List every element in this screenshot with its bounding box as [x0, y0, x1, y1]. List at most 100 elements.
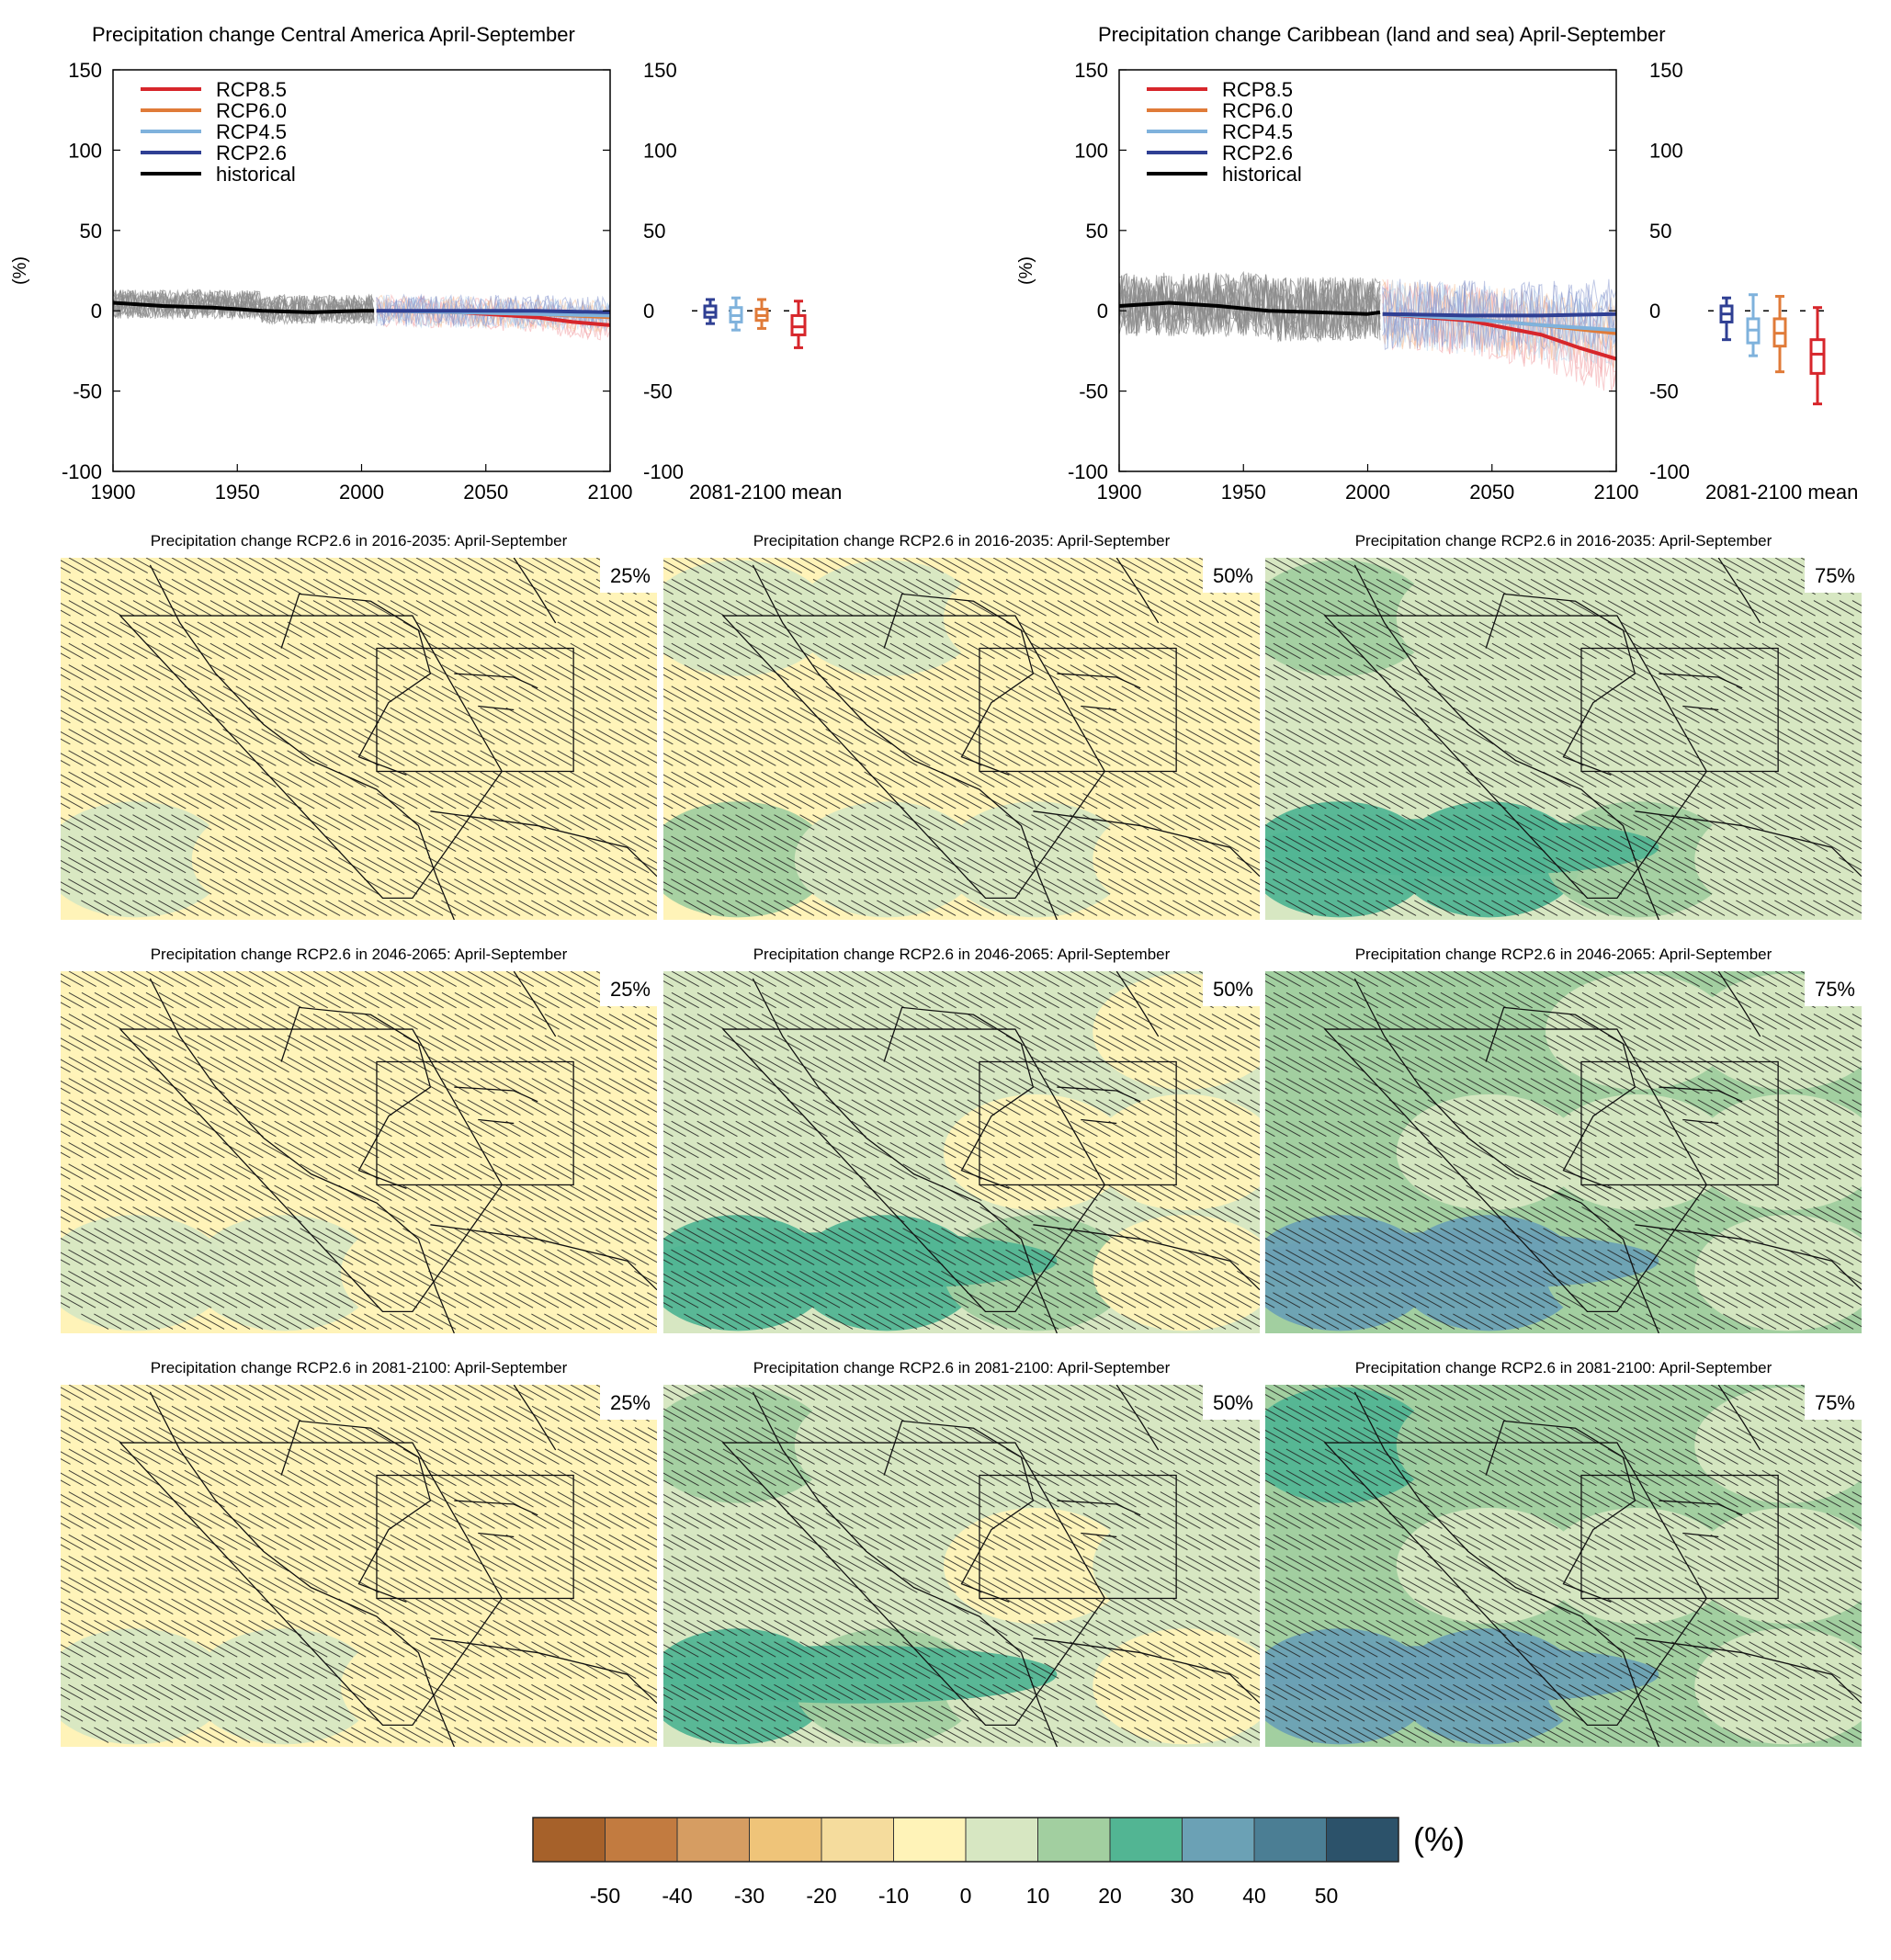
legend-label: RCP8.5 [216, 78, 287, 101]
x-tick-label: 1900 [91, 481, 136, 504]
map-panel: Precipitation change RCP2.6 in 2081-2100… [1265, 1359, 1862, 1747]
x-tick-label: 2000 [339, 481, 384, 504]
region-box-caribbean [376, 1474, 574, 1600]
significance-hatching [61, 1385, 657, 1747]
coastline [1353, 1385, 1862, 1747]
map-body [1265, 558, 1862, 920]
y-tick-label-right: -100 [1649, 460, 1690, 483]
legend-label: RCP2.6 [216, 142, 287, 164]
legend-label: RCP6.0 [1222, 99, 1293, 122]
timeseries-chart: Precipitation change Caribbean (land and… [1016, 23, 1858, 504]
boxplot-rcp26 [703, 298, 718, 325]
y-tick-label: 100 [1074, 139, 1108, 162]
map-body [1265, 971, 1862, 1333]
significance-hatching [663, 1385, 1260, 1747]
map-field-region [1546, 560, 1731, 676]
map-field-region [1265, 1093, 1432, 1211]
colorbar-swatch [821, 1817, 894, 1863]
series-line-historical [112, 300, 374, 314]
legend-label: RCP2.6 [1222, 142, 1293, 164]
map-field-region [341, 1387, 527, 1503]
colorbar-swatch [1253, 1817, 1327, 1863]
scenario-member-line [1382, 278, 1617, 350]
colorbar: -50 -40 -30 -20 -10 0 10 20 30 40 50 (%) [532, 1817, 1465, 1908]
map-panels: Precipitation change RCP2.6 in 2016-2035… [61, 532, 1862, 1747]
x-tick-label: 2050 [463, 481, 508, 504]
map-field-region [1093, 1215, 1260, 1331]
colorbar-swatch [1109, 1817, 1183, 1863]
y-tick-label-right: 150 [643, 59, 677, 82]
legend-label: historical [216, 163, 296, 186]
map-panel-title: Precipitation change RCP2.6 in 2016-2035… [753, 532, 1171, 549]
y-tick-label: 150 [1074, 59, 1108, 82]
region-box-central-america [1323, 1442, 1708, 1727]
historical-member-line [112, 289, 375, 323]
x-tick-label: 2050 [1469, 481, 1514, 504]
map-panel: Precipitation change RCP2.6 in 2081-2100… [663, 1359, 1260, 1747]
map-field-region [490, 1215, 657, 1331]
y-tick-label-right: 50 [643, 220, 665, 243]
boxplot-rcp60 [754, 298, 769, 330]
map-field-region [61, 1387, 228, 1503]
map-field-region [1546, 1387, 1731, 1503]
map-body [61, 1385, 657, 1747]
significance-hatching [61, 971, 657, 1333]
map-field-region [1265, 680, 1432, 798]
boxplots [692, 296, 807, 349]
colorbar-swatch [1326, 1817, 1399, 1863]
boxplot-box [790, 313, 807, 336]
significance-hatching [1265, 1385, 1862, 1747]
region-box-caribbean [1580, 1060, 1779, 1186]
percentile-label: 50% [1213, 978, 1253, 1001]
region-box-caribbean [376, 1060, 574, 1186]
region-box-caribbean [1580, 647, 1779, 773]
percentile-label: 25% [610, 978, 651, 1001]
map-panel: Precipitation change RCP2.6 in 2016-2035… [1265, 532, 1862, 920]
y-tick-label-right: 150 [1649, 59, 1683, 82]
map-field-region [490, 801, 657, 918]
colorbar-tick-label: 10 [1026, 1884, 1050, 1908]
x-tick-label: 2100 [588, 481, 633, 504]
map-panel-title: Precipitation change RCP2.6 in 2046-2065… [151, 946, 568, 963]
map-panel: Precipitation change RCP2.6 in 2046-2065… [663, 946, 1260, 1333]
map-field-region [61, 1215, 228, 1331]
x-tick-label: 1950 [1221, 481, 1266, 504]
percentile-label-bg [1805, 971, 1862, 1006]
x-tick-label: 1950 [215, 481, 260, 504]
percentile-label: 75% [1815, 978, 1855, 1001]
legend-label: RCP8.5 [1222, 78, 1293, 101]
timeseries-charts: Precipitation change Central America Apr… [10, 23, 1858, 504]
colorbar-tick-label: 0 [960, 1884, 972, 1908]
percentile-label: 50% [1213, 1391, 1253, 1414]
map-panel-title: Precipitation change RCP2.6 in 2016-2035… [151, 532, 568, 549]
map-field-region [1694, 801, 1862, 918]
coastline [149, 971, 657, 1333]
percentile-label: 50% [1213, 564, 1253, 587]
map-field-region [663, 680, 831, 798]
chart-title: Precipitation change Central America Apr… [92, 23, 575, 46]
coastline [149, 1385, 657, 1747]
coastline [1353, 558, 1862, 920]
map-field-region [341, 560, 527, 676]
boxplot-box [1809, 338, 1826, 375]
y-tick-label-right: 0 [643, 300, 654, 323]
colorbar-tick-label: 40 [1242, 1884, 1266, 1908]
region-box-central-america [119, 1028, 504, 1313]
map-field-region [61, 680, 228, 798]
boxplot-label: 2081-2100 mean [1705, 481, 1858, 504]
significance-hatching [663, 558, 1260, 920]
colorbar-swatch [532, 1817, 606, 1863]
map-field-region [1694, 1215, 1862, 1331]
region-box-central-america [1323, 1028, 1708, 1313]
map-field-region [1093, 1628, 1260, 1745]
map-field-region [61, 801, 228, 918]
region-box-central-america [119, 1442, 504, 1727]
historical-member-line [1118, 273, 1381, 343]
map-field-region [1265, 1387, 1432, 1503]
region-box-central-america [119, 615, 504, 900]
map-field-region [341, 1215, 527, 1331]
legend-label: historical [1222, 163, 1302, 186]
map-field-region [1546, 973, 1731, 1090]
map-panel-title: Precipitation change RCP2.6 in 2081-2100… [1355, 1359, 1772, 1377]
region-box-central-america [1323, 615, 1708, 900]
